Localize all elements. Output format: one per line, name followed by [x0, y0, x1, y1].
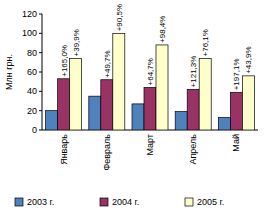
bar — [175, 112, 187, 130]
legend-swatch — [15, 198, 23, 206]
bar — [89, 96, 101, 130]
growth-annotation: +43,9% — [244, 47, 253, 74]
bar — [230, 92, 242, 130]
bar — [101, 80, 113, 130]
growth-annotation: +90,5% — [115, 4, 124, 31]
bar — [70, 58, 82, 130]
y-tick-label: 60 — [27, 67, 37, 77]
bar — [242, 76, 254, 130]
growth-annotation: +64,7% — [146, 58, 155, 85]
legend-label: 2003 г. — [27, 197, 54, 207]
category-label: Май — [231, 134, 241, 152]
category-label: Март — [145, 134, 155, 156]
category-label: Апрель — [188, 134, 198, 165]
legend-label: 2004 г. — [112, 197, 139, 207]
growth-annotation: +121,3% — [189, 56, 198, 88]
annotations: +165,0% +49,7% +64,7% +121,3% +197,1% +39,9% +… — [60, 4, 254, 90]
legend-swatch — [185, 198, 193, 206]
bar — [156, 45, 168, 130]
growth-annotation: +197,1% — [232, 58, 241, 90]
growth-annotation: +76,1% — [201, 29, 210, 56]
y-tick-label: 120 — [22, 9, 37, 19]
y-tick-label: 20 — [27, 106, 37, 116]
y-tick-label: 80 — [27, 48, 37, 58]
y-tick-label: 40 — [27, 86, 37, 96]
category-label: Январь — [59, 134, 69, 165]
y-axis-label: Млн грн. — [4, 54, 14, 90]
bar — [58, 79, 70, 130]
bar — [187, 89, 199, 130]
y-axis — [42, 14, 43, 130]
legend-label: 2005 г. — [197, 197, 224, 207]
bar — [132, 104, 144, 130]
bar — [218, 117, 230, 130]
bar — [199, 58, 211, 130]
bar — [113, 33, 125, 130]
growth-annotation: +39,9% — [72, 29, 81, 56]
category-label: Февраль — [102, 134, 112, 171]
bar — [46, 111, 58, 130]
bar — [144, 87, 156, 130]
growth-annotation: +49,7% — [103, 50, 112, 77]
growth-annotation: +165,0% — [60, 45, 69, 77]
legend-swatch — [100, 198, 108, 206]
y-tick-label: 0 — [32, 125, 37, 135]
growth-annotation: +98,4% — [158, 16, 167, 43]
chart: Млн грн. 0 20 40 60 80 100 120 +165,0% +49,7% +64,… — [0, 0, 270, 220]
y-tick-label: 100 — [22, 28, 37, 38]
